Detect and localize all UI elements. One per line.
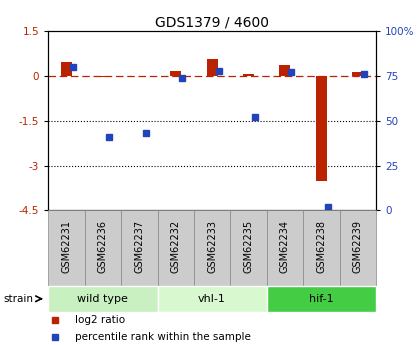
Bar — [121, 210, 158, 286]
Text: GSM62236: GSM62236 — [98, 220, 108, 273]
Text: GSM62234: GSM62234 — [280, 220, 290, 273]
Bar — [303, 210, 339, 286]
Bar — [158, 286, 267, 312]
Title: GDS1379 / 4600: GDS1379 / 4600 — [155, 16, 269, 30]
Bar — [85, 210, 121, 286]
Bar — [230, 210, 267, 286]
Bar — [170, 71, 181, 76]
Text: vhl-1: vhl-1 — [198, 294, 226, 304]
Bar — [267, 286, 376, 312]
Bar — [339, 210, 376, 286]
Text: GSM62232: GSM62232 — [171, 220, 181, 274]
Bar — [48, 210, 85, 286]
Bar — [316, 76, 327, 180]
Text: GSM62235: GSM62235 — [244, 220, 254, 274]
Text: GSM62233: GSM62233 — [207, 220, 217, 273]
Bar — [352, 72, 363, 76]
Text: GSM62239: GSM62239 — [353, 220, 363, 273]
Bar — [158, 210, 194, 286]
Bar — [194, 210, 230, 286]
Text: GSM62237: GSM62237 — [134, 220, 144, 274]
Text: wild type: wild type — [77, 294, 129, 304]
Bar — [279, 66, 290, 76]
Text: hif-1: hif-1 — [309, 294, 333, 304]
Text: GSM62238: GSM62238 — [316, 220, 326, 273]
Bar — [48, 286, 158, 312]
Bar — [207, 59, 218, 76]
Text: strain: strain — [4, 294, 34, 304]
Bar — [61, 62, 72, 76]
Text: log2 ratio: log2 ratio — [74, 315, 125, 325]
Text: GSM62231: GSM62231 — [61, 220, 71, 273]
Bar — [97, 76, 108, 77]
Bar — [243, 75, 254, 76]
Text: percentile rank within the sample: percentile rank within the sample — [74, 332, 250, 342]
Bar — [267, 210, 303, 286]
